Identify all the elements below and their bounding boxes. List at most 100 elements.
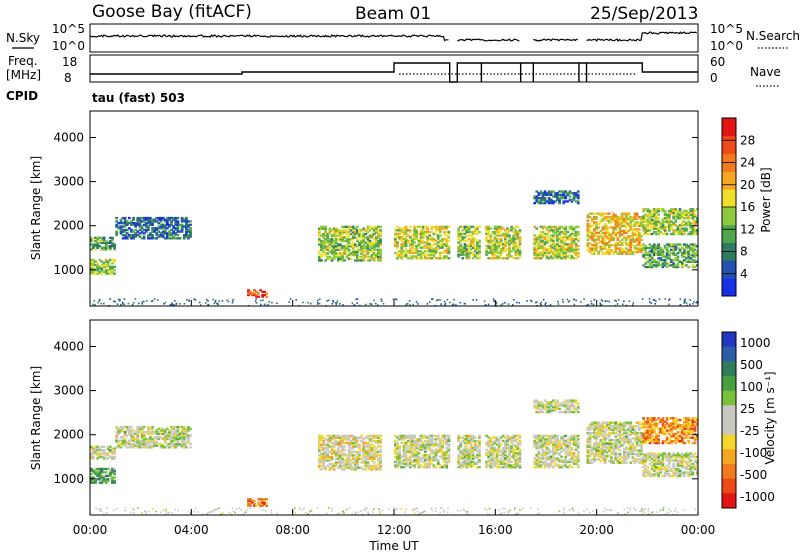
ground-scatter-power: [679, 304, 682, 306]
heatmap-cell-power: [424, 241, 427, 244]
heatmap-cell-velocity: [404, 459, 408, 462]
heatmap-cell-velocity: [415, 445, 419, 448]
heatmap-cell-power: [318, 255, 321, 259]
heatmap-cell-power: [588, 212, 592, 215]
heatmap-cell-power: [659, 227, 663, 230]
heatmap-cell-power: [467, 227, 471, 230]
heatmap-cell-velocity: [547, 450, 551, 453]
heatmap-cell-power: [261, 290, 264, 293]
heatmap-cell-velocity: [106, 474, 110, 477]
ground-scatter-power: [439, 299, 441, 301]
heatmap-cell-power: [655, 220, 658, 223]
heatmap-cell-velocity: [576, 406, 580, 409]
heatmap-cell-velocity: [168, 437, 171, 441]
heatmap-cell-velocity: [533, 439, 536, 443]
heatmap-cell-velocity: [566, 406, 570, 409]
heatmap-cell-power: [102, 265, 106, 268]
heatmap-cell-power: [541, 198, 545, 201]
y-tick-label: 2000: [53, 219, 84, 233]
heatmap-cell-power: [570, 239, 574, 242]
heatmap-cell-power: [362, 245, 365, 248]
heatmap-cell-power: [593, 252, 596, 255]
heatmap-cell-velocity: [535, 453, 539, 457]
heatmap-cell-power: [434, 232, 438, 235]
heatmap-cell-velocity: [552, 399, 555, 402]
heatmap-cell-power: [670, 259, 673, 262]
heatmap-cell-power: [603, 226, 607, 229]
heatmap-cell-velocity: [572, 407, 576, 410]
heatmap-cell-velocity: [351, 457, 355, 460]
heatmap-cell-power: [633, 228, 637, 231]
heatmap-cell-velocity: [379, 457, 382, 460]
heatmap-cell-velocity: [398, 455, 401, 458]
heatmap-cell-power: [562, 197, 566, 200]
heatmap-cell-velocity: [459, 457, 463, 460]
heatmap-cell-power: [590, 236, 594, 240]
heatmap-cell-power: [545, 250, 549, 253]
heatmap-cell-power: [623, 224, 626, 227]
heatmap-cell-power: [593, 243, 596, 247]
heatmap-cell-power: [489, 250, 493, 253]
heatmap-cell-power: [377, 225, 380, 229]
heatmap-cell-power: [558, 200, 561, 203]
heatmap-cell-power: [674, 257, 678, 260]
heatmap-cell-power: [92, 263, 95, 267]
heatmap-cell-power: [533, 243, 536, 246]
heatmap-cell-power: [556, 257, 559, 260]
heatmap-cell-power: [347, 241, 351, 244]
heatmap-cell-power: [349, 257, 353, 260]
heatmap-cell-velocity: [461, 448, 465, 451]
heatmap-cell-velocity: [125, 427, 129, 430]
heatmap-cell-velocity: [249, 499, 252, 502]
heatmap-cell-velocity: [409, 459, 412, 462]
heatmap-cell-power: [545, 200, 549, 203]
heatmap-cell-velocity: [368, 434, 372, 438]
heatmap-cell-power: [535, 250, 539, 253]
heatmap-cell-velocity: [487, 455, 490, 458]
heatmap-cell-power: [504, 237, 507, 241]
heatmap-cell-velocity: [549, 462, 553, 465]
heatmap-cell-power: [368, 248, 372, 251]
heatmap-cell-power: [568, 190, 572, 193]
heatmap-cell-velocity: [136, 446, 140, 449]
heatmap-cell-power: [683, 231, 686, 234]
heatmap-cell-velocity: [360, 440, 363, 443]
heatmap-cell-power: [144, 230, 148, 233]
heatmap-cell-power: [618, 240, 622, 243]
heatmap-cell-power: [676, 211, 680, 214]
heatmap-cell-velocity: [499, 457, 503, 460]
heatmap-cell-velocity: [428, 445, 431, 448]
heatmap-cell-velocity: [566, 411, 570, 414]
heatmap-cell-power: [516, 250, 520, 253]
ground-scatter-power: [263, 303, 266, 306]
heatmap-cell-velocity: [404, 452, 408, 455]
heatmap-cell-power: [663, 211, 667, 214]
heatmap-cell-velocity: [465, 464, 469, 467]
heatmap-cell-velocity: [501, 446, 505, 450]
heatmap-cell-velocity: [518, 452, 522, 455]
heatmap-cell-power: [330, 234, 334, 237]
heatmap-cell-velocity: [147, 442, 150, 446]
heatmap-cell-power: [593, 229, 596, 233]
heatmap-cell-power: [402, 243, 406, 246]
heatmap-cell-velocity: [94, 445, 97, 448]
heatmap-cell-velocity: [467, 452, 471, 455]
heatmap-cell-power: [485, 236, 488, 239]
heatmap-cell-power: [646, 232, 650, 236]
heatmap-cell-power: [504, 236, 507, 239]
heatmap-cell-power: [419, 229, 423, 232]
heatmap-cell-power: [485, 229, 488, 232]
heatmap-cell-power: [370, 255, 374, 259]
heatmap-cell-power: [353, 232, 357, 236]
heatmap-cell-power: [476, 225, 479, 228]
heatmap-cell-power: [593, 238, 596, 241]
ground-scatter-power: [302, 301, 304, 304]
heatmap-cell-velocity: [457, 436, 460, 439]
heatmap-cell-power: [653, 243, 656, 246]
heatmap-cell-power: [349, 243, 353, 246]
heatmap-cell-velocity: [574, 462, 578, 465]
heatmap-cell-velocity: [547, 448, 551, 451]
heatmap-cell-velocity: [516, 457, 520, 460]
heatmap-cell-power: [610, 243, 613, 247]
heatmap-cell-power: [426, 246, 429, 249]
